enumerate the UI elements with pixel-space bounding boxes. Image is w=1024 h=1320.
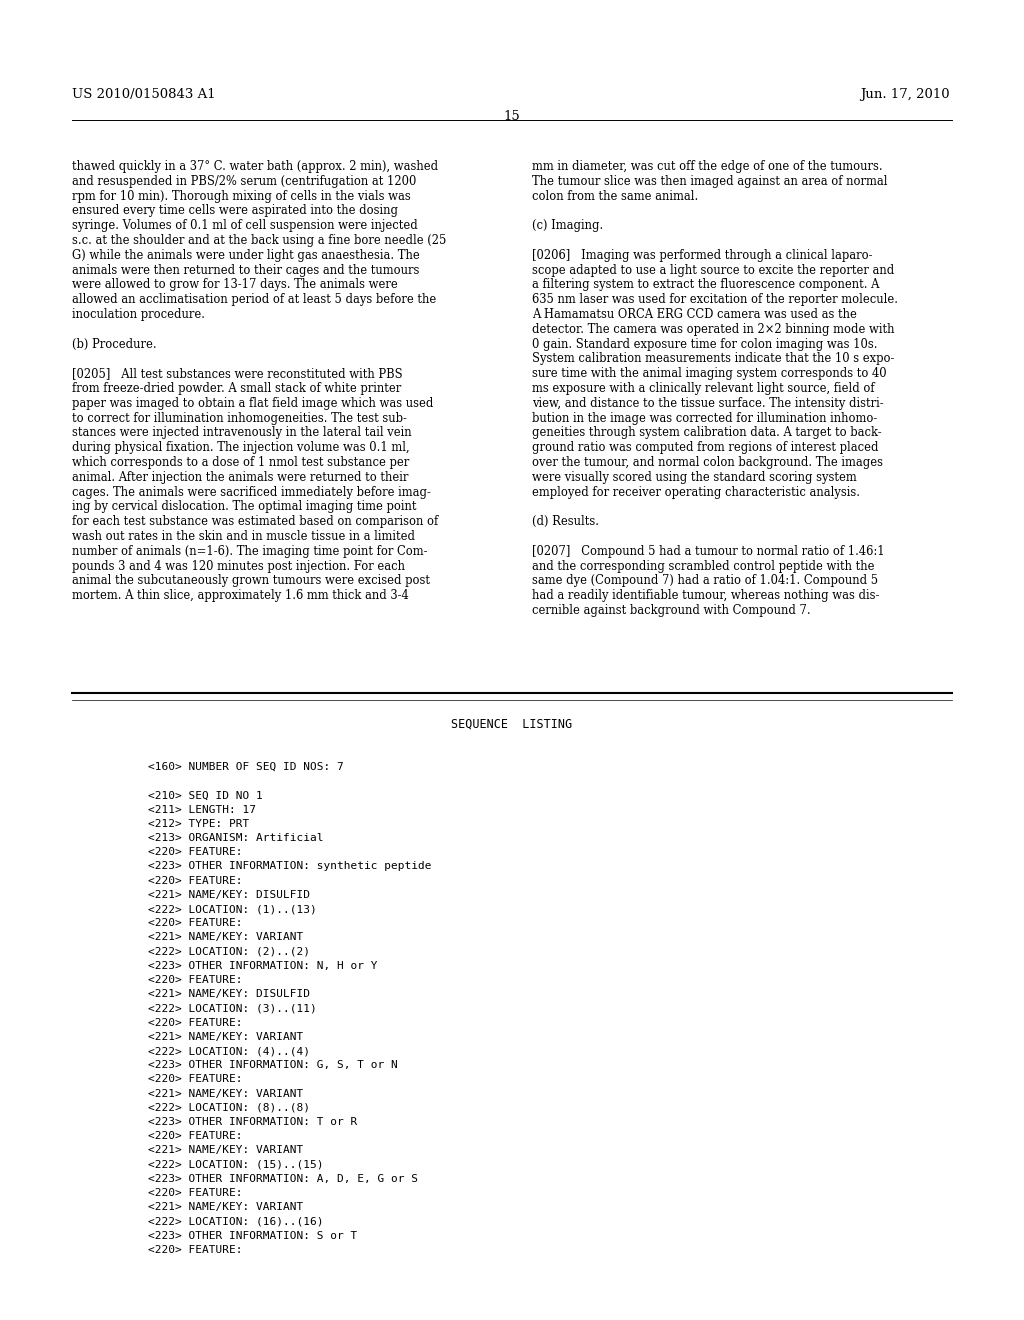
Text: scope adapted to use a light source to excite the reporter and: scope adapted to use a light source to e… xyxy=(532,264,894,277)
Text: <220> FEATURE:: <220> FEATURE: xyxy=(148,919,243,928)
Text: <222> LOCATION: (1)..(13): <222> LOCATION: (1)..(13) xyxy=(148,904,316,913)
Text: <221> NAME/KEY: DISULFID: <221> NAME/KEY: DISULFID xyxy=(148,890,310,900)
Text: G) while the animals were under light gas anaesthesia. The: G) while the animals were under light ga… xyxy=(72,248,420,261)
Text: (b) Procedure.: (b) Procedure. xyxy=(72,338,157,351)
Text: stances were injected intravenously in the lateral tail vein: stances were injected intravenously in t… xyxy=(72,426,412,440)
Text: <210> SEQ ID NO 1: <210> SEQ ID NO 1 xyxy=(148,791,263,800)
Text: inoculation procedure.: inoculation procedure. xyxy=(72,308,205,321)
Text: detector. The camera was operated in 2×2 binning mode with: detector. The camera was operated in 2×2… xyxy=(532,323,895,335)
Text: mortem. A thin slice, approximately 1.6 mm thick and 3-4: mortem. A thin slice, approximately 1.6 … xyxy=(72,589,409,602)
Text: had a readily identifiable tumour, whereas nothing was dis-: had a readily identifiable tumour, where… xyxy=(532,589,880,602)
Text: mm in diameter, was cut off the edge of one of the tumours.: mm in diameter, was cut off the edge of … xyxy=(532,160,883,173)
Text: view, and distance to the tissue surface. The intensity distri-: view, and distance to the tissue surface… xyxy=(532,397,884,409)
Text: <220> FEATURE:: <220> FEATURE: xyxy=(148,1188,243,1199)
Text: animal the subcutaneously grown tumours were excised post: animal the subcutaneously grown tumours … xyxy=(72,574,430,587)
Text: rpm for 10 min). Thorough mixing of cells in the vials was: rpm for 10 min). Thorough mixing of cell… xyxy=(72,190,411,202)
Text: <212> TYPE: PRT: <212> TYPE: PRT xyxy=(148,818,249,829)
Text: and resuspended in PBS/2% serum (centrifugation at 1200: and resuspended in PBS/2% serum (centrif… xyxy=(72,174,417,187)
Text: <223> OTHER INFORMATION: A, D, E, G or S: <223> OTHER INFORMATION: A, D, E, G or S xyxy=(148,1173,418,1184)
Text: ing by cervical dislocation. The optimal imaging time point: ing by cervical dislocation. The optimal… xyxy=(72,500,417,513)
Text: <222> LOCATION: (4)..(4): <222> LOCATION: (4)..(4) xyxy=(148,1045,310,1056)
Text: s.c. at the shoulder and at the back using a fine bore needle (25: s.c. at the shoulder and at the back usi… xyxy=(72,234,446,247)
Text: <222> LOCATION: (3)..(11): <222> LOCATION: (3)..(11) xyxy=(148,1003,316,1014)
Text: pounds 3 and 4 was 120 minutes post injection. For each: pounds 3 and 4 was 120 minutes post inje… xyxy=(72,560,406,573)
Text: 0 gain. Standard exposure time for colon imaging was 10s.: 0 gain. Standard exposure time for colon… xyxy=(532,338,878,351)
Text: <223> OTHER INFORMATION: synthetic peptide: <223> OTHER INFORMATION: synthetic pepti… xyxy=(148,862,431,871)
Text: <160> NUMBER OF SEQ ID NOS: 7: <160> NUMBER OF SEQ ID NOS: 7 xyxy=(148,762,344,772)
Text: were allowed to grow for 13-17 days. The animals were: were allowed to grow for 13-17 days. The… xyxy=(72,279,397,292)
Text: syringe. Volumes of 0.1 ml of cell suspension were injected: syringe. Volumes of 0.1 ml of cell suspe… xyxy=(72,219,418,232)
Text: animal. After injection the animals were returned to their: animal. After injection the animals were… xyxy=(72,471,409,484)
Text: [0205]   All test substances were reconstituted with PBS: [0205] All test substances were reconsti… xyxy=(72,367,402,380)
Text: cages. The animals were sacrificed immediately before imag-: cages. The animals were sacrificed immed… xyxy=(72,486,431,499)
Text: Jun. 17, 2010: Jun. 17, 2010 xyxy=(860,88,950,102)
Text: System calibration measurements indicate that the 10 s expo-: System calibration measurements indicate… xyxy=(532,352,894,366)
Text: paper was imaged to obtain a flat field image which was used: paper was imaged to obtain a flat field … xyxy=(72,397,433,409)
Text: ground ratio was computed from regions of interest placed: ground ratio was computed from regions o… xyxy=(532,441,879,454)
Text: <220> FEATURE:: <220> FEATURE: xyxy=(148,847,243,857)
Text: SEQUENCE  LISTING: SEQUENCE LISTING xyxy=(452,718,572,731)
Text: <222> LOCATION: (15)..(15): <222> LOCATION: (15)..(15) xyxy=(148,1159,324,1170)
Text: and the corresponding scrambled control peptide with the: and the corresponding scrambled control … xyxy=(532,560,874,573)
Text: animals were then returned to their cages and the tumours: animals were then returned to their cage… xyxy=(72,264,420,277)
Text: <220> FEATURE:: <220> FEATURE: xyxy=(148,875,243,886)
Text: ensured every time cells were aspirated into the dosing: ensured every time cells were aspirated … xyxy=(72,205,398,218)
Text: <223> OTHER INFORMATION: S or T: <223> OTHER INFORMATION: S or T xyxy=(148,1230,357,1241)
Text: <221> NAME/KEY: VARIANT: <221> NAME/KEY: VARIANT xyxy=(148,932,303,942)
Text: bution in the image was corrected for illumination inhomo-: bution in the image was corrected for il… xyxy=(532,412,878,425)
Text: <220> FEATURE:: <220> FEATURE: xyxy=(148,1018,243,1027)
Text: <220> FEATURE:: <220> FEATURE: xyxy=(148,975,243,985)
Text: over the tumour, and normal colon background. The images: over the tumour, and normal colon backgr… xyxy=(532,455,883,469)
Text: 635 nm laser was used for excitation of the reporter molecule.: 635 nm laser was used for excitation of … xyxy=(532,293,898,306)
Text: allowed an acclimatisation period of at least 5 days before the: allowed an acclimatisation period of at … xyxy=(72,293,436,306)
Text: during physical fixation. The injection volume was 0.1 ml,: during physical fixation. The injection … xyxy=(72,441,410,454)
Text: <223> OTHER INFORMATION: N, H or Y: <223> OTHER INFORMATION: N, H or Y xyxy=(148,961,378,970)
Text: <222> LOCATION: (2)..(2): <222> LOCATION: (2)..(2) xyxy=(148,946,310,957)
Text: <220> FEATURE:: <220> FEATURE: xyxy=(148,1131,243,1142)
Text: for each test substance was estimated based on comparison of: for each test substance was estimated ba… xyxy=(72,515,438,528)
Text: US 2010/0150843 A1: US 2010/0150843 A1 xyxy=(72,88,216,102)
Text: geneities through system calibration data. A target to back-: geneities through system calibration dat… xyxy=(532,426,882,440)
Text: <213> ORGANISM: Artificial: <213> ORGANISM: Artificial xyxy=(148,833,324,843)
Text: <223> OTHER INFORMATION: T or R: <223> OTHER INFORMATION: T or R xyxy=(148,1117,357,1127)
Text: wash out rates in the skin and in muscle tissue in a limited: wash out rates in the skin and in muscle… xyxy=(72,531,415,543)
Text: <221> NAME/KEY: VARIANT: <221> NAME/KEY: VARIANT xyxy=(148,1203,303,1212)
Text: <221> NAME/KEY: VARIANT: <221> NAME/KEY: VARIANT xyxy=(148,1146,303,1155)
Text: <221> NAME/KEY: VARIANT: <221> NAME/KEY: VARIANT xyxy=(148,1089,303,1098)
Text: from freeze-dried powder. A small stack of white printer: from freeze-dried powder. A small stack … xyxy=(72,381,401,395)
Text: <211> LENGTH: 17: <211> LENGTH: 17 xyxy=(148,805,256,814)
Text: employed for receiver operating characteristic analysis.: employed for receiver operating characte… xyxy=(532,486,860,499)
Text: number of animals (n=1-6). The imaging time point for Com-: number of animals (n=1-6). The imaging t… xyxy=(72,545,427,558)
Text: <220> FEATURE:: <220> FEATURE: xyxy=(148,1245,243,1255)
Text: A Hamamatsu ORCA ERG CCD camera was used as the: A Hamamatsu ORCA ERG CCD camera was used… xyxy=(532,308,857,321)
Text: (d) Results.: (d) Results. xyxy=(532,515,599,528)
Text: <221> NAME/KEY: DISULFID: <221> NAME/KEY: DISULFID xyxy=(148,989,310,999)
Text: to correct for illumination inhomogeneities. The test sub-: to correct for illumination inhomogeneit… xyxy=(72,412,407,425)
Text: <222> LOCATION: (8)..(8): <222> LOCATION: (8)..(8) xyxy=(148,1102,310,1113)
Text: cernible against background with Compound 7.: cernible against background with Compoun… xyxy=(532,605,811,616)
Text: <221> NAME/KEY: VARIANT: <221> NAME/KEY: VARIANT xyxy=(148,1032,303,1041)
Text: thawed quickly in a 37° C. water bath (approx. 2 min), washed: thawed quickly in a 37° C. water bath (a… xyxy=(72,160,438,173)
Text: same dye (Compound 7) had a ratio of 1.04:1. Compound 5: same dye (Compound 7) had a ratio of 1.0… xyxy=(532,574,879,587)
Text: <222> LOCATION: (16)..(16): <222> LOCATION: (16)..(16) xyxy=(148,1217,324,1226)
Text: 15: 15 xyxy=(504,110,520,123)
Text: [0206]   Imaging was performed through a clinical laparo-: [0206] Imaging was performed through a c… xyxy=(532,248,872,261)
Text: <223> OTHER INFORMATION: G, S, T or N: <223> OTHER INFORMATION: G, S, T or N xyxy=(148,1060,397,1071)
Text: a filtering system to extract the fluorescence component. A: a filtering system to extract the fluore… xyxy=(532,279,880,292)
Text: sure time with the animal imaging system corresponds to 40: sure time with the animal imaging system… xyxy=(532,367,887,380)
Text: The tumour slice was then imaged against an area of normal: The tumour slice was then imaged against… xyxy=(532,174,888,187)
Text: (c) Imaging.: (c) Imaging. xyxy=(532,219,603,232)
Text: colon from the same animal.: colon from the same animal. xyxy=(532,190,698,202)
Text: which corresponds to a dose of 1 nmol test substance per: which corresponds to a dose of 1 nmol te… xyxy=(72,455,410,469)
Text: were visually scored using the standard scoring system: were visually scored using the standard … xyxy=(532,471,857,484)
Text: <220> FEATURE:: <220> FEATURE: xyxy=(148,1074,243,1085)
Text: [0207]   Compound 5 had a tumour to normal ratio of 1.46:1: [0207] Compound 5 had a tumour to normal… xyxy=(532,545,885,558)
Text: ms exposure with a clinically relevant light source, field of: ms exposure with a clinically relevant l… xyxy=(532,381,874,395)
